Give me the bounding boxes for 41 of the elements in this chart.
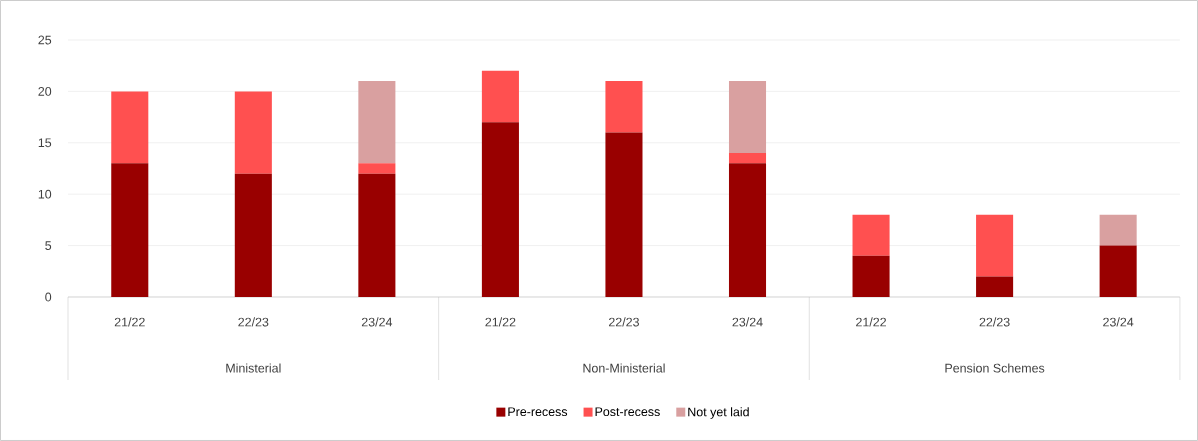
bar (1099, 214, 1137, 246)
bar (728, 163, 767, 297)
x-tick-label: 22/23 (238, 317, 269, 327)
bar (358, 173, 396, 297)
y-tick-label: 5 (45, 241, 52, 250)
bar (111, 91, 149, 164)
bar (481, 122, 519, 297)
legend-label: Pre-recess (508, 407, 568, 417)
bar (111, 163, 149, 297)
legend-label: Not yet laid (688, 407, 749, 419)
x-tick-label: 21/22 (856, 317, 886, 327)
bar (852, 214, 890, 256)
x-tick-label: 23/24 (361, 317, 393, 327)
bar (358, 163, 396, 174)
x-tick-label: 22/23 (609, 317, 639, 327)
y-tick-label: 0 (45, 292, 52, 302)
x-tick-label: 23/24 (1103, 317, 1134, 327)
bar (852, 255, 890, 297)
bar (1099, 245, 1137, 297)
text: Pension Schemes (945, 363, 1045, 373)
bar (976, 276, 1014, 297)
bar (976, 214, 1014, 277)
bar (481, 70, 519, 123)
y-tick-label: 25 (38, 35, 52, 45)
bar (728, 153, 767, 164)
y-tick-label: 20 (38, 86, 52, 96)
y-tick-label: 15 (38, 138, 52, 148)
x-tick-label: 21/22 (114, 317, 145, 327)
x-tick-label: 22/23 (979, 317, 1010, 327)
x-tick-label: 21/22 (485, 317, 516, 327)
legend-label: Post-recess (595, 407, 660, 417)
x-tick-label: 23/24 (732, 317, 763, 327)
bar (728, 81, 767, 154)
bar (358, 81, 396, 164)
text: Ministerial (226, 363, 281, 373)
bar (605, 132, 643, 297)
text: Non-Ministerial (583, 363, 665, 373)
bar (234, 91, 272, 174)
bar (605, 81, 643, 133)
bar (234, 173, 272, 297)
y-tick-label: 10 (38, 189, 52, 199)
